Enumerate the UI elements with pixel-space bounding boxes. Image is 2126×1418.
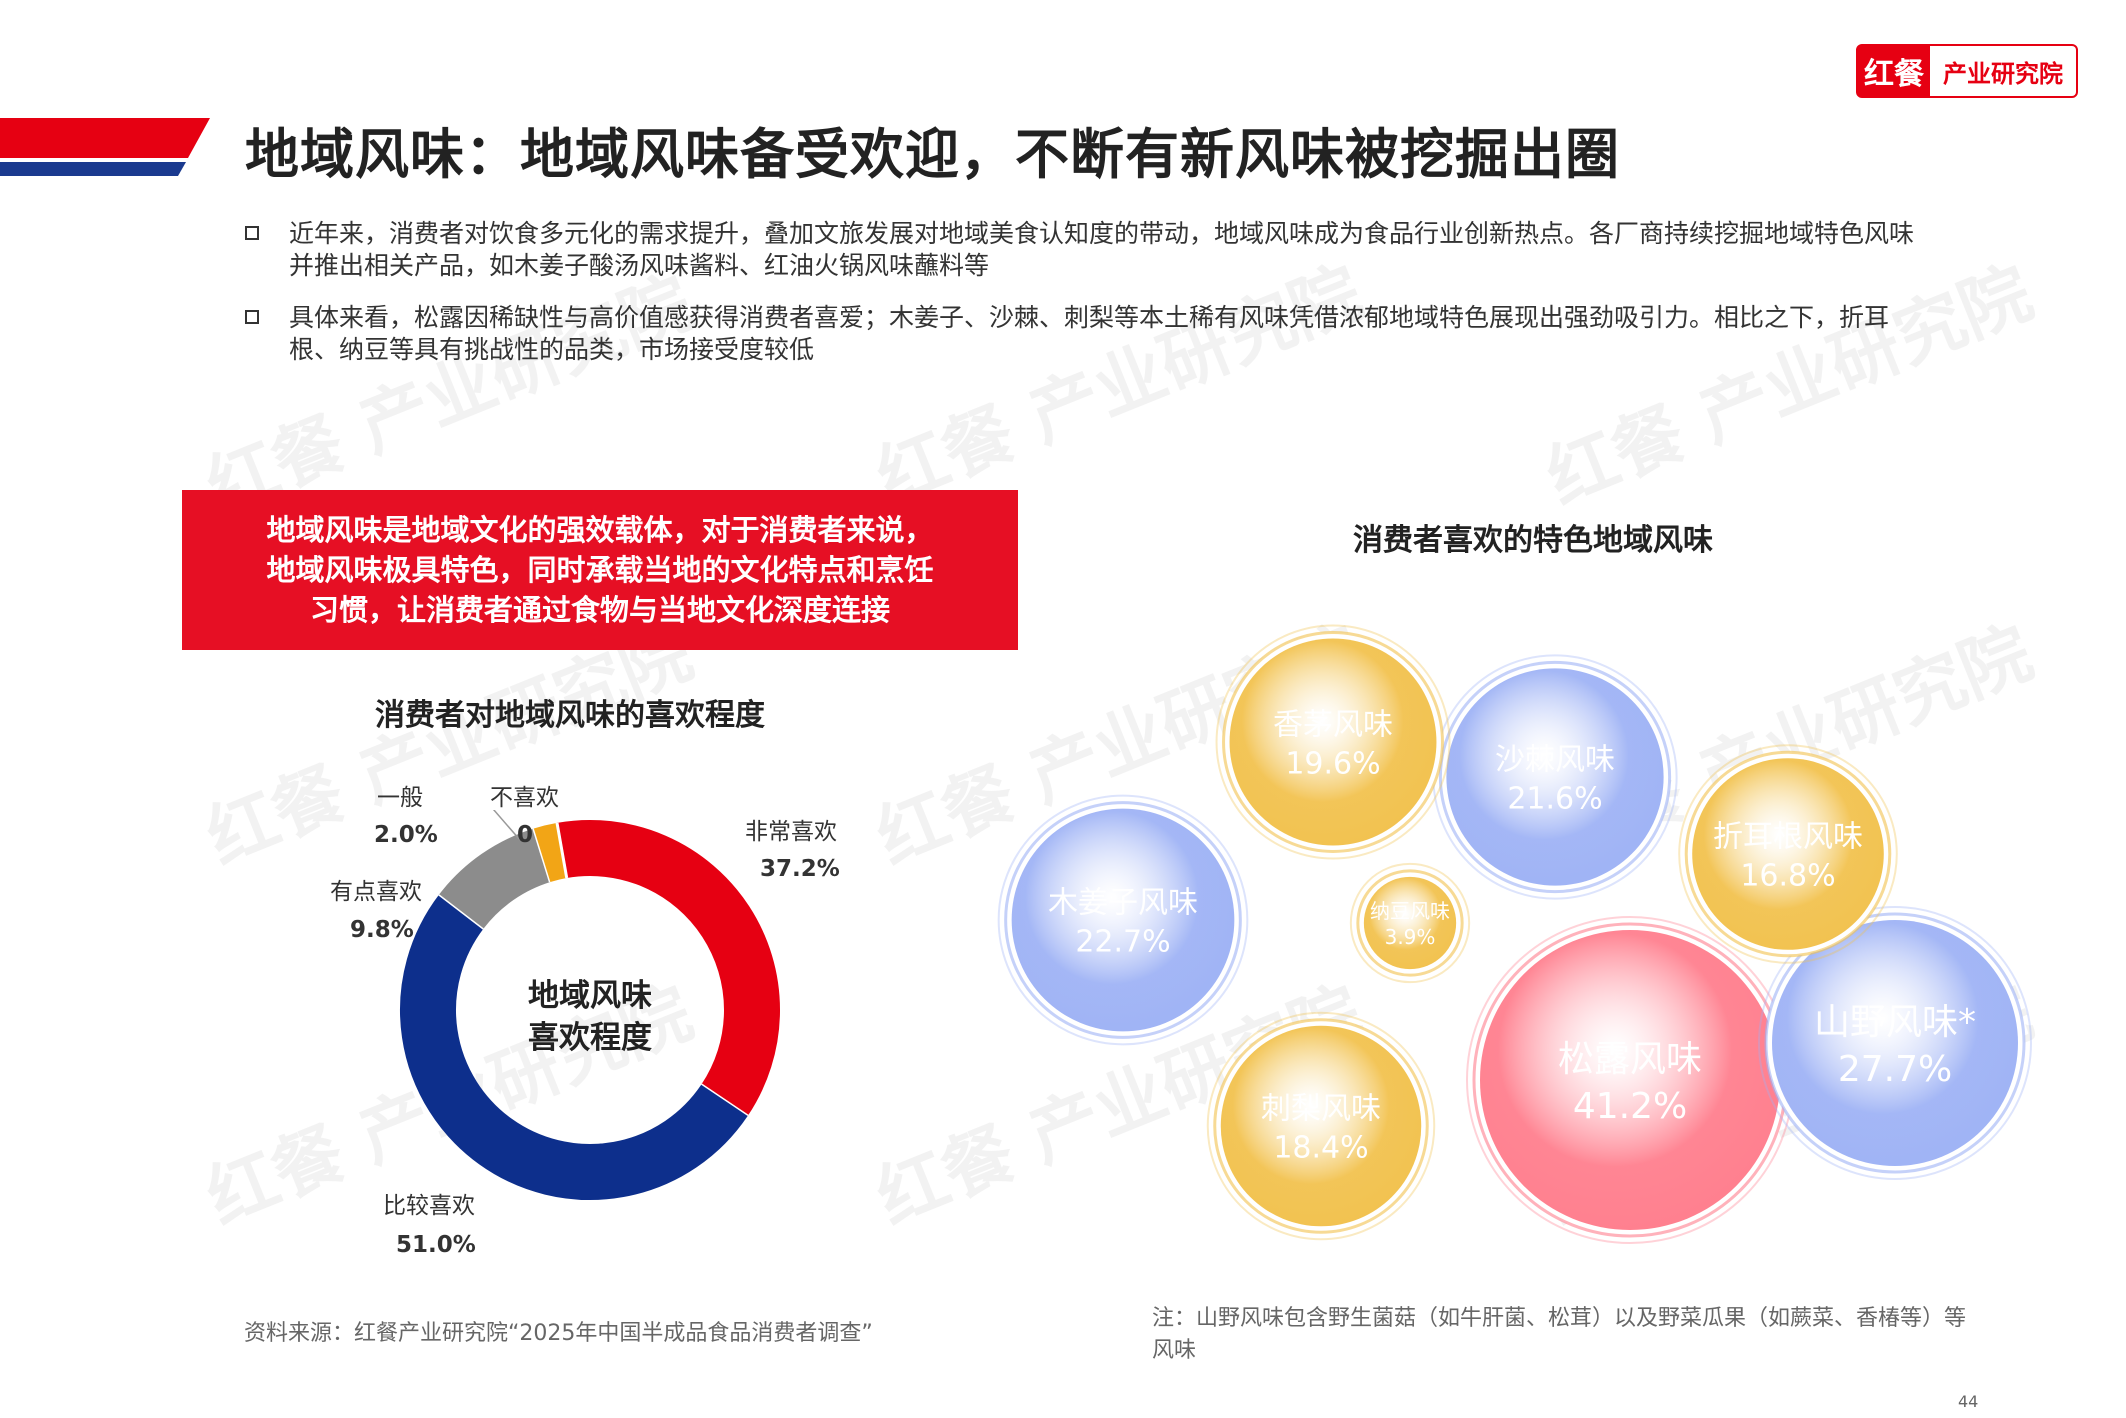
bubble-label: 松露风味 [1558, 1039, 1702, 1080]
legend-label-very-like: 非常喜欢 [745, 819, 837, 845]
slice-separator [555, 822, 569, 879]
square-bullet-icon [245, 310, 259, 324]
data-label-very-like: 37.2% [760, 856, 840, 882]
bubble-chart: 松露风味 41.2% 山野风味* 27.7% 木姜子风味 22.7% 沙棘风味 21.6% 香茅… [997, 624, 2032, 1244]
bubble-fill [1220, 1025, 1422, 1227]
bubble-outer-ring [1215, 624, 1451, 860]
bubble-label: 山野风味* [1814, 1002, 1976, 1043]
bubble-value: 19.6% [1285, 747, 1380, 782]
bubble-outer-ring [1758, 906, 2032, 1180]
bubble-label: 香茅风味 [1273, 708, 1393, 743]
bubble-outer-ring [997, 794, 1249, 1046]
bubble-outer-ring [1206, 1011, 1436, 1241]
bubble-value: 18.4% [1273, 1131, 1368, 1166]
bullet-text: 近年来，消费者对饮食多元化的需求提升，叠加文旅发展对地域美食认知度的带动，地域风… [289, 219, 1915, 280]
bubble-footnote: 注：山野风味包含野生菌菇（如牛肝菌、松茸）以及野菜瓜果（如蕨菜、香椿等）等风味 [1152, 1306, 1967, 1363]
bubble-litsea: 木姜子风味 22.7% [997, 794, 1249, 1046]
bubble-value: 41.2% [1573, 1086, 1687, 1127]
bubble-outer-ring [1678, 744, 1898, 964]
donut-center-line: 喜欢程度 [528, 1020, 652, 1056]
data-label-fairly-like: 51.0% [396, 1232, 476, 1258]
bubble-fill [1229, 638, 1437, 846]
bubble-fill [1692, 758, 1884, 950]
bubble-label: 刺梨风味 [1261, 1092, 1381, 1127]
bubble-fill [1480, 930, 1780, 1230]
donut-center-line: 地域风味 [528, 978, 652, 1014]
bubble-outer-ring [1349, 862, 1471, 984]
donut-slice-somewhat-like [439, 828, 552, 929]
leader-line [492, 810, 521, 841]
bubble-wild-mountain: 山野风味* 27.7% [1758, 906, 2032, 1180]
slice-separator [438, 893, 485, 930]
header-accent-bar [0, 118, 210, 176]
legend-label-neutral: 一般 [377, 785, 423, 811]
source-note: 资料来源：红餐产业研究院“2025年中国半成品食品消费者调查” [244, 1321, 873, 1346]
donut-center-label: 地域风味 喜欢程度 [490, 975, 690, 1059]
bubble-fill [1446, 668, 1664, 886]
bubble-value: 3.9% [1385, 925, 1436, 949]
bullet-item: 具体来看，松露因稀缺性与高价值感获得消费者喜爱；木姜子、沙棘、刺梨等本土稀有风味… [245, 302, 1925, 366]
bubble-label: 纳豆风味 [1370, 899, 1450, 923]
square-bullet-icon [245, 226, 259, 240]
donut-chart-title: 消费者对地域风味的喜欢程度 [375, 698, 765, 733]
logo-mark: 红餐 [1864, 57, 1924, 92]
callout-box: 地域风味是地域文化的强效载体，对于消费者来说， 地域风味极具特色，同时承载当地的… [182, 490, 1018, 650]
bubble-value: 16.8% [1740, 859, 1835, 894]
bubble-truffle: 松露风味 41.2% [1466, 916, 1794, 1244]
bubble-label: 木姜子风味 [1048, 886, 1198, 921]
data-label-dislike: 0 [517, 822, 534, 848]
bubble-label: 折耳根风味 [1713, 820, 1863, 855]
bubble-fill [1363, 876, 1457, 970]
bubble-value: 27.7% [1838, 1049, 1952, 1090]
callout-line: 习惯，让消费者通过食物与当地文化深度连接 [309, 593, 890, 627]
bubble-roxburgh-rose: 刺梨风味 18.4% [1206, 1011, 1436, 1241]
donut-slice-fairly-like [400, 894, 748, 1200]
legend-label-fairly-like: 比较喜欢 [383, 1193, 475, 1219]
donut-slice-neutral [533, 822, 568, 883]
brand-logo: 红餐 产业研究院 [1856, 44, 2078, 98]
bubble-sea-buckthorn: 沙棘风味 21.6% [1432, 654, 1678, 900]
donut-chart [400, 810, 780, 1200]
data-label-somewhat-like: 9.8% [350, 917, 414, 943]
page-title: 地域风味：地域风味备受欢迎，不断有新风味被挖掘出圈 [245, 123, 1620, 186]
data-label-neutral: 2.0% [374, 822, 438, 848]
bubble-lemongrass: 香茅风味 19.6% [1215, 624, 1451, 860]
bullet-text: 具体来看，松露因稀缺性与高价值感获得消费者喜爱；木姜子、沙棘、刺梨等本土稀有风味… [289, 303, 1890, 364]
legend-label-dislike: 不喜欢 [490, 785, 559, 811]
logo-name: 产业研究院 [1930, 46, 2076, 96]
bubble-value: 22.7% [1075, 925, 1170, 960]
callout-line: 地域风味极具特色，同时承载当地的文化特点和烹饪 [266, 553, 934, 587]
bubble-fill [1772, 920, 2018, 1166]
callout-line: 地域风味是地域文化的强效载体，对于消费者来说， [266, 513, 934, 547]
legend-label-somewhat-like: 有点喜欢 [330, 879, 422, 905]
bullet-item: 近年来，消费者对饮食多元化的需求提升，叠加文旅发展对地域美食认知度的带动，地域风… [245, 218, 1925, 282]
bubble-chart-title: 消费者喜欢的特色地域风味 [1353, 523, 1713, 558]
page-number: 44 [1958, 1392, 1979, 1411]
donut-slice-very-like [557, 820, 780, 1116]
bubble-houttuynia: 折耳根风味 16.8% [1678, 744, 1898, 964]
bubble-label: 沙棘风味 [1495, 743, 1615, 778]
bubble-fill [1011, 808, 1235, 1032]
bubble-value: 21.6% [1507, 782, 1602, 817]
